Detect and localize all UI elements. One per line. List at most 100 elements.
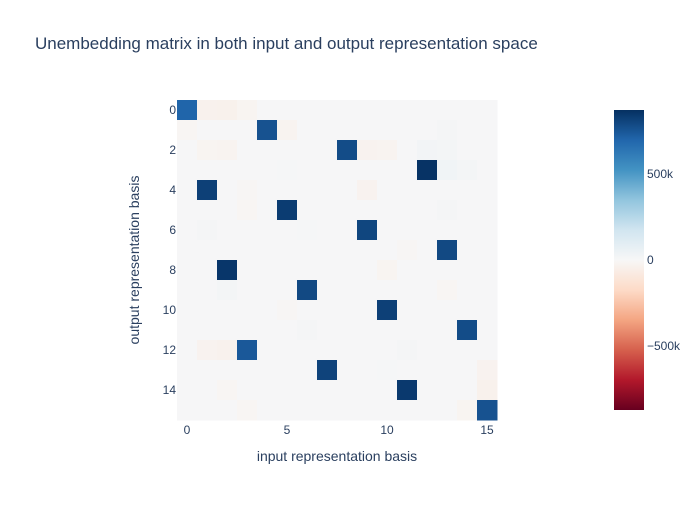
heatmap-cell — [237, 340, 258, 361]
heatmap-cell — [337, 100, 358, 121]
heatmap-cell — [397, 240, 418, 261]
heatmap-cell — [337, 400, 358, 421]
heatmap-cell — [257, 180, 278, 201]
heatmap-cell — [437, 120, 458, 141]
heatmap-cell — [377, 180, 398, 201]
heatmap-cell — [317, 220, 338, 241]
heatmap-cell — [317, 240, 338, 261]
heatmap-cell — [237, 200, 258, 221]
heatmap-cell — [237, 100, 258, 121]
heatmap-cell — [297, 160, 318, 181]
heatmap-cell — [377, 260, 398, 281]
heatmap-cell — [177, 120, 198, 141]
heatmap-cell — [457, 180, 478, 201]
heatmap-cell — [397, 320, 418, 341]
heatmap-cell — [337, 300, 358, 321]
heatmap-cell — [477, 380, 498, 401]
heatmap-cell — [297, 180, 318, 201]
heatmap-cell — [277, 120, 298, 141]
heatmap-cell — [357, 120, 378, 141]
heatmap-cell — [197, 160, 218, 181]
x-tick-label: 0 — [184, 423, 191, 437]
heatmap-cell — [197, 100, 218, 121]
heatmap-cell — [397, 120, 418, 141]
heatmap-cell — [397, 100, 418, 121]
heatmap-cell — [437, 200, 458, 221]
heatmap-cell — [397, 180, 418, 201]
colorbar-tick-label: −500k — [647, 339, 681, 353]
heatmap-cell — [357, 220, 378, 241]
heatmap-cell — [237, 140, 258, 161]
heatmap-cell — [417, 300, 438, 321]
heatmap-cell — [417, 400, 438, 421]
heatmap-cell — [197, 320, 218, 341]
heatmap-cell — [297, 120, 318, 141]
heatmap-cell — [317, 100, 338, 121]
heatmap-cell — [457, 240, 478, 261]
heatmap-cell — [217, 240, 238, 261]
heatmap-cell — [277, 200, 298, 221]
heatmap-cell — [297, 360, 318, 381]
heatmap-cell — [237, 160, 258, 181]
heatmap-cell — [317, 120, 338, 141]
heatmap-cell — [237, 380, 258, 401]
heatmap-cell — [317, 360, 338, 381]
heatmap-cell — [377, 100, 398, 121]
heatmap-cell — [477, 160, 498, 181]
heatmap-cell — [277, 240, 298, 261]
heatmap-cell — [477, 260, 498, 281]
heatmap-cell — [217, 220, 238, 241]
heatmap-cell — [377, 160, 398, 181]
heatmap-cell — [457, 120, 478, 141]
heatmap-cell — [277, 340, 298, 361]
heatmap-cell — [417, 220, 438, 241]
heatmap-cell — [457, 280, 478, 301]
heatmap-cell — [337, 180, 358, 201]
heatmap-cell — [317, 280, 338, 301]
heatmap-cell — [417, 280, 438, 301]
heatmap-cell — [217, 140, 238, 161]
heatmap-cell — [377, 340, 398, 361]
heatmap-cell — [217, 280, 238, 301]
heatmap-cell — [237, 360, 258, 381]
heatmap-cell — [277, 300, 298, 321]
heatmap-cell — [377, 400, 398, 421]
heatmap-cell — [257, 260, 278, 281]
heatmap-cell — [357, 380, 378, 401]
heatmap-cell — [297, 400, 318, 421]
heatmap-cell — [377, 240, 398, 261]
heatmap-cell — [217, 120, 238, 141]
heatmap-cell — [377, 380, 398, 401]
heatmap-cell — [297, 320, 318, 341]
heatmap-cell — [357, 360, 378, 381]
heatmap-cell — [477, 120, 498, 141]
heatmap-cell — [177, 300, 198, 321]
heatmap-cell — [257, 400, 278, 421]
heatmap-cell — [437, 220, 458, 241]
heatmap-cell — [197, 300, 218, 321]
heatmap-cell — [217, 360, 238, 381]
heatmap-cell — [357, 320, 378, 341]
heatmap-cell — [317, 340, 338, 361]
heatmap-cell — [357, 180, 378, 201]
heatmap-cell — [357, 160, 378, 181]
heatmap-cell — [297, 340, 318, 361]
heatmap-cell — [237, 180, 258, 201]
heatmap-cell — [317, 160, 338, 181]
heatmap-cell — [457, 400, 478, 421]
heatmap-cell — [357, 200, 378, 221]
heatmap-cell — [277, 400, 298, 421]
heatmap-cell — [397, 220, 418, 241]
heatmap-cell — [257, 380, 278, 401]
heatmap-cell — [357, 400, 378, 421]
heatmap-cell — [317, 180, 338, 201]
heatmap-cell — [317, 140, 338, 161]
heatmap-cell — [417, 240, 438, 261]
heatmap-cell — [437, 160, 458, 181]
heatmap-cell — [317, 320, 338, 341]
colorbar — [614, 110, 644, 410]
y-tick-label: 4 — [169, 183, 176, 197]
heatmap-cell — [457, 320, 478, 341]
heatmap-cell — [417, 140, 438, 161]
